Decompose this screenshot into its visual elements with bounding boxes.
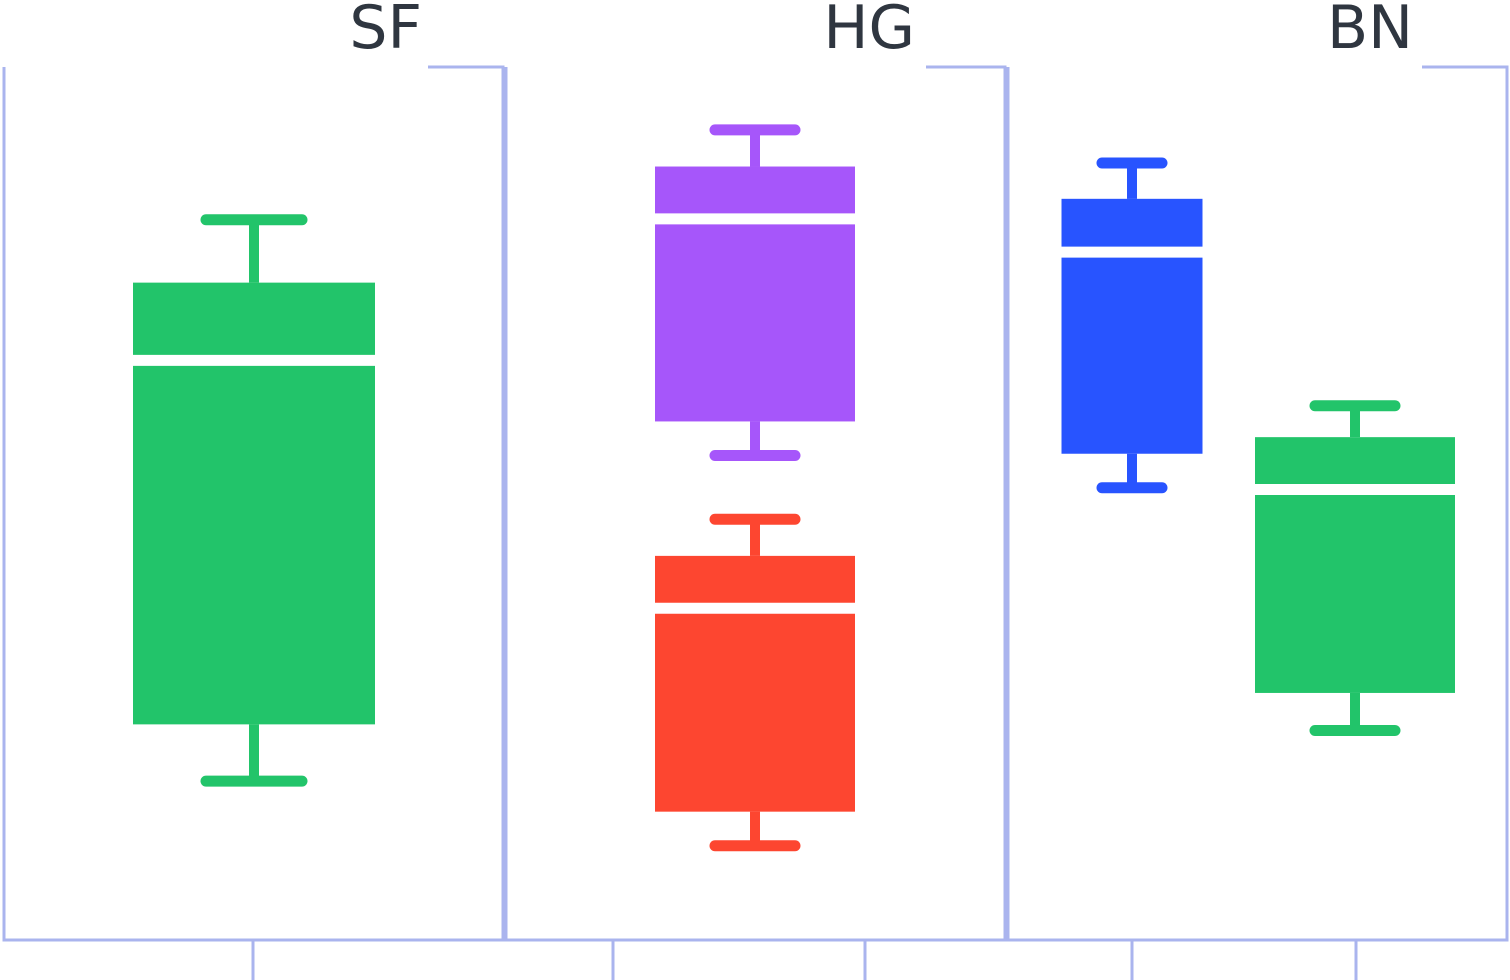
- box-body: [1061, 198, 1203, 454]
- panel-frame-1: [504, 65, 1007, 942]
- panel-label-bn: BN: [1327, 0, 1413, 63]
- x-axis-ticks: [251, 940, 1358, 980]
- box-body: [655, 555, 855, 812]
- box-hg-1: [655, 513, 855, 852]
- box-hg-0: [655, 124, 855, 461]
- panel-frame-0: [2, 65, 505, 942]
- panel-label-hg: HG: [823, 0, 915, 63]
- box-sf-0: [133, 214, 375, 787]
- panel-label-sf: SF: [349, 0, 422, 63]
- box-body: [133, 282, 375, 725]
- box-plots: [133, 124, 1455, 852]
- box-body: [655, 166, 855, 422]
- panel-frame-2: [1006, 65, 1509, 942]
- panel-frames: [2, 65, 1509, 942]
- box-bn-0: [1061, 157, 1203, 494]
- box-bn-1: [1255, 400, 1455, 736]
- box-body: [1255, 437, 1455, 693]
